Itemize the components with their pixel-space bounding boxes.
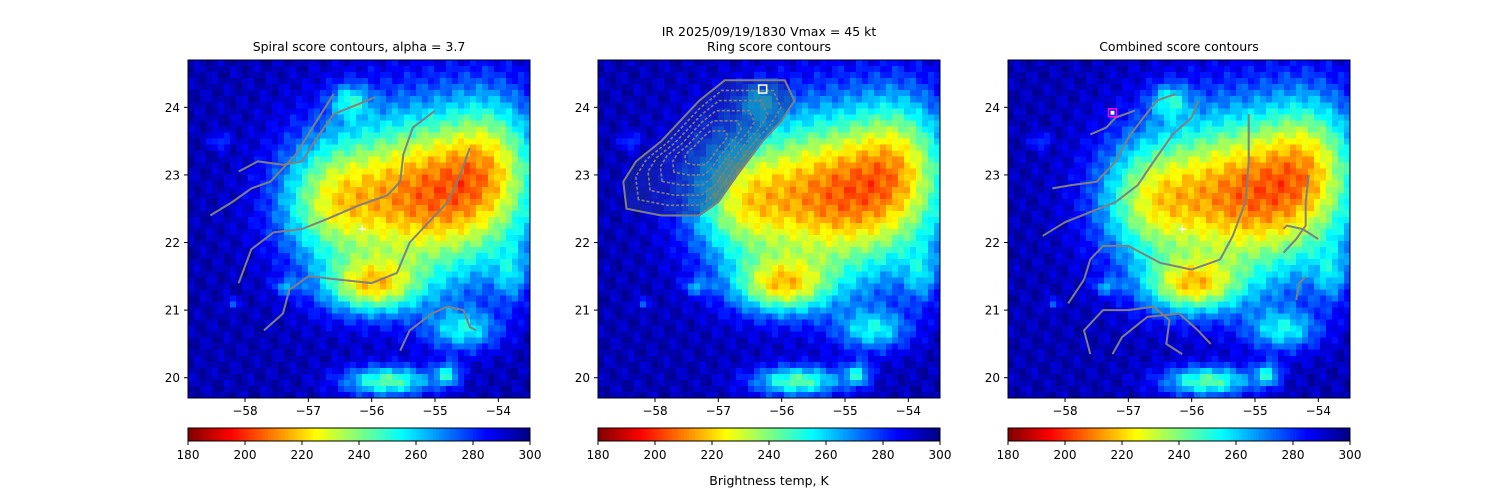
- colorbar-tick-label: 220: [701, 448, 724, 462]
- x-tick-label: −57: [706, 404, 731, 418]
- y-tick-label: 24: [165, 101, 180, 115]
- y-tick-label: 20: [985, 371, 1000, 385]
- y-tick-label: 23: [985, 168, 1000, 182]
- y-tick-label: 21: [165, 304, 180, 318]
- x-tick-label: −57: [1116, 404, 1141, 418]
- score-contour: [1042, 100, 1199, 237]
- colorbar-tick-label: 240: [1168, 448, 1191, 462]
- score-contour: [1282, 174, 1310, 254]
- colorbar-tick-label: 300: [929, 448, 952, 462]
- colorbar-tick-label: 280: [872, 448, 895, 462]
- score-contour: [209, 93, 335, 217]
- panel-title: Combined score contours: [1099, 39, 1259, 54]
- y-tick-label: 21: [575, 304, 590, 318]
- y-tick-label: 22: [575, 236, 590, 250]
- x-tick-label: −54: [896, 404, 921, 418]
- score-contour: [1067, 114, 1250, 304]
- colorbar-tick-label: 260: [405, 448, 428, 462]
- x-tick-label: −56: [359, 404, 384, 418]
- panel-title: Ring score contours: [707, 39, 831, 54]
- colorbar-tick-label: 200: [644, 448, 667, 462]
- axes-frame: [187, 59, 531, 399]
- storm-center-marker: [1178, 225, 1187, 233]
- score-contour: [399, 305, 477, 352]
- colorbar-tick-label: 280: [1282, 448, 1305, 462]
- brightness-heatmap: [1008, 60, 1351, 399]
- x-tick-label: −58: [642, 404, 667, 418]
- x-tick-label: −54: [1306, 404, 1331, 418]
- panel-title: Spiral score contours, alpha = 3.7: [253, 39, 466, 54]
- colorbar-tick-label: 240: [758, 448, 781, 462]
- x-tick-label: −54: [486, 404, 511, 418]
- brightness-heatmap: [188, 60, 531, 399]
- score-contour: [1111, 312, 1212, 355]
- x-tick-label: −58: [232, 404, 257, 418]
- y-tick-label: 20: [165, 371, 180, 385]
- colorbar-tick-label: 200: [234, 448, 257, 462]
- colorbar: [598, 428, 941, 441]
- colorbar-tick-label: 220: [1111, 448, 1134, 462]
- x-tick-label: −58: [1052, 404, 1077, 418]
- x-tick-label: −57: [296, 404, 321, 418]
- axes-frame: [1007, 59, 1351, 399]
- score-contour: [1089, 109, 1136, 136]
- colorbar: [188, 428, 531, 441]
- y-tick-label: 21: [985, 304, 1000, 318]
- ring-max-marker: [757, 84, 768, 94]
- y-tick-label: 24: [985, 101, 1000, 115]
- score-contour: [1083, 305, 1183, 355]
- x-tick-label: −55: [832, 404, 857, 418]
- y-tick-label: 22: [985, 236, 1000, 250]
- x-tick-label: −55: [1242, 404, 1267, 418]
- colorbar-tick-label: 300: [1339, 448, 1362, 462]
- score-contour: [1052, 92, 1177, 190]
- combined-max-marker: [1107, 107, 1118, 118]
- score-contour: [1282, 224, 1319, 240]
- x-tick-label: −56: [1179, 404, 1204, 418]
- y-tick-label: 23: [575, 168, 590, 182]
- score-contour: [1295, 275, 1307, 301]
- panel-spiral: Spiral score contours, alpha = 3.7 −58 −57…: [165, 39, 542, 462]
- colorbar-tick-label: 180: [587, 448, 610, 462]
- panel-ring: Ring score contours −58 −57 −56 −55 −54 20 21 22…: [575, 39, 952, 462]
- panel-combined: Combined score contours −58 −57 −56 −55 −54 20…: [985, 39, 1362, 462]
- colorbar-tick-label: 240: [348, 448, 371, 462]
- figure-suptitle: IR 2025/09/19/1830 Vmax = 45 kt: [662, 24, 877, 39]
- colorbar-tick-label: 300: [519, 448, 542, 462]
- colorbar-tick-label: 260: [1225, 448, 1248, 462]
- score-contour: [237, 109, 436, 284]
- colorbar-label: Brightness temp, K: [709, 473, 829, 488]
- y-tick-label: 24: [575, 101, 590, 115]
- colorbar-tick-label: 200: [1054, 448, 1077, 462]
- colorbar-tick-label: 180: [997, 448, 1020, 462]
- y-tick-label: 20: [575, 371, 590, 385]
- score-contour: [238, 96, 376, 173]
- score-contour: [263, 147, 471, 332]
- y-tick-label: 23: [165, 168, 180, 182]
- axes-frame: [597, 59, 941, 399]
- y-tick-label: 22: [165, 236, 180, 250]
- x-tick-label: −55: [422, 404, 447, 418]
- ring-score-region: [622, 79, 796, 217]
- colorbar-tick-label: 180: [177, 448, 200, 462]
- colorbar-tick-label: 220: [291, 448, 314, 462]
- storm-center-marker: [358, 225, 367, 233]
- colorbar: [1008, 428, 1351, 441]
- colorbar-tick-label: 280: [462, 448, 485, 462]
- colorbar-tick-label: 260: [815, 448, 838, 462]
- x-tick-label: −56: [769, 404, 794, 418]
